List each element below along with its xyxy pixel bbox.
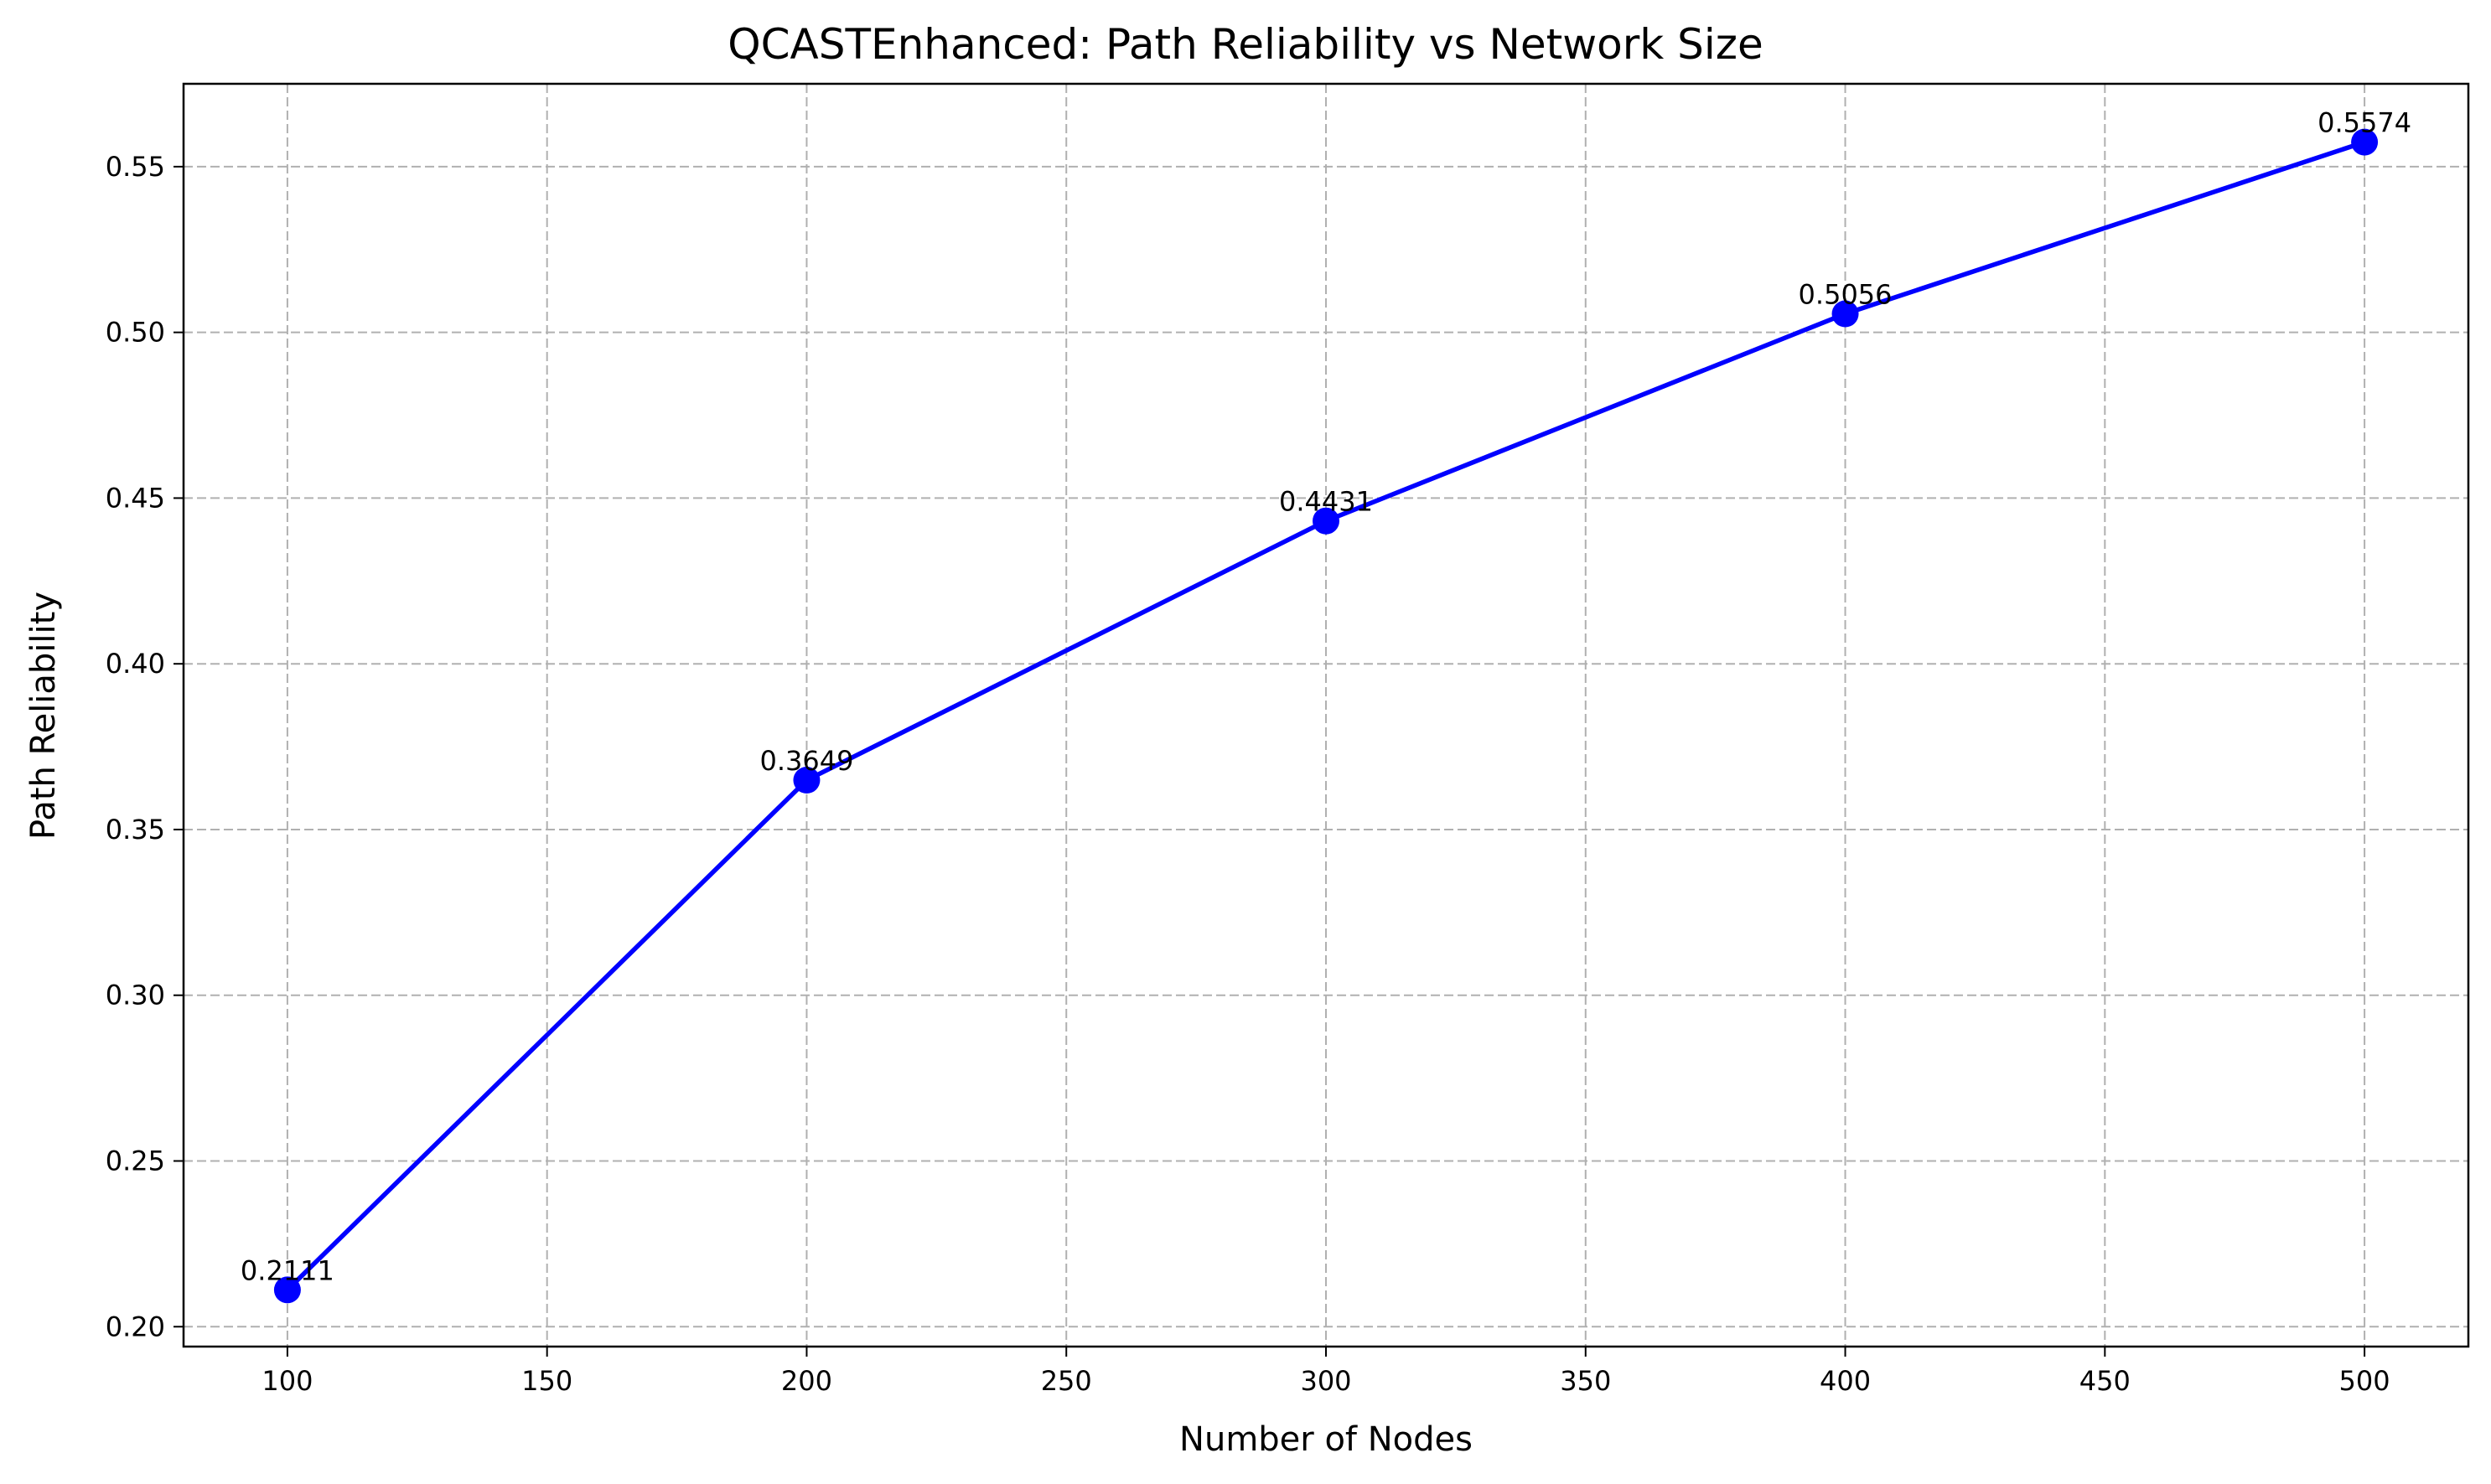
data-label: 0.5056 — [1799, 279, 1893, 311]
x-tick-label: 100 — [262, 1365, 313, 1397]
y-axis-label: Path Reliability — [24, 592, 63, 840]
data-labels: 0.2111 0.3649 0.4431 0.5056 0.5574 — [241, 107, 2411, 1287]
x-tick-label: 400 — [1820, 1365, 1871, 1397]
data-point — [1313, 507, 1339, 535]
x-axis-label: Number of Nodes — [1179, 1420, 1473, 1459]
y-tick-label: 0.25 — [106, 1145, 165, 1176]
x-tick-label: 150 — [521, 1365, 572, 1397]
x-tick-label: 450 — [2079, 1365, 2131, 1397]
x-tick-label: 200 — [781, 1365, 832, 1397]
series — [273, 128, 2379, 1304]
y-tick-label: 0.50 — [106, 317, 165, 349]
data-label: 0.3649 — [759, 745, 853, 777]
y-tick-label: 0.40 — [106, 648, 165, 680]
x-tick-label: 300 — [1300, 1365, 1351, 1397]
y-tick-label: 0.35 — [106, 814, 165, 845]
data-label: 0.4431 — [1279, 486, 1373, 518]
x-tick-label: 250 — [1041, 1365, 1092, 1397]
x-tick-label: 500 — [2339, 1365, 2390, 1397]
x-tick-label: 350 — [1560, 1365, 1611, 1397]
data-label: 0.5574 — [2318, 107, 2411, 139]
data-point — [2351, 128, 2379, 156]
x-axis: 100 150 200 250 300 350 400 450 500 — [262, 1347, 2390, 1397]
y-tick-label: 0.55 — [106, 151, 165, 183]
y-tick-label: 0.20 — [106, 1311, 165, 1342]
data-label: 0.2111 — [241, 1254, 334, 1286]
chart-title: QCASTEnhanced: Path Reliability vs Netwo… — [728, 20, 1763, 69]
data-point — [1831, 300, 1859, 328]
y-axis: 0.20 0.25 0.30 0.35 0.40 0.45 0.50 0.55 — [106, 151, 184, 1342]
data-point — [793, 767, 821, 794]
data-point — [273, 1276, 301, 1304]
grid — [184, 84, 2468, 1347]
y-tick-label: 0.30 — [106, 980, 165, 1011]
y-tick-label: 0.45 — [106, 482, 165, 514]
